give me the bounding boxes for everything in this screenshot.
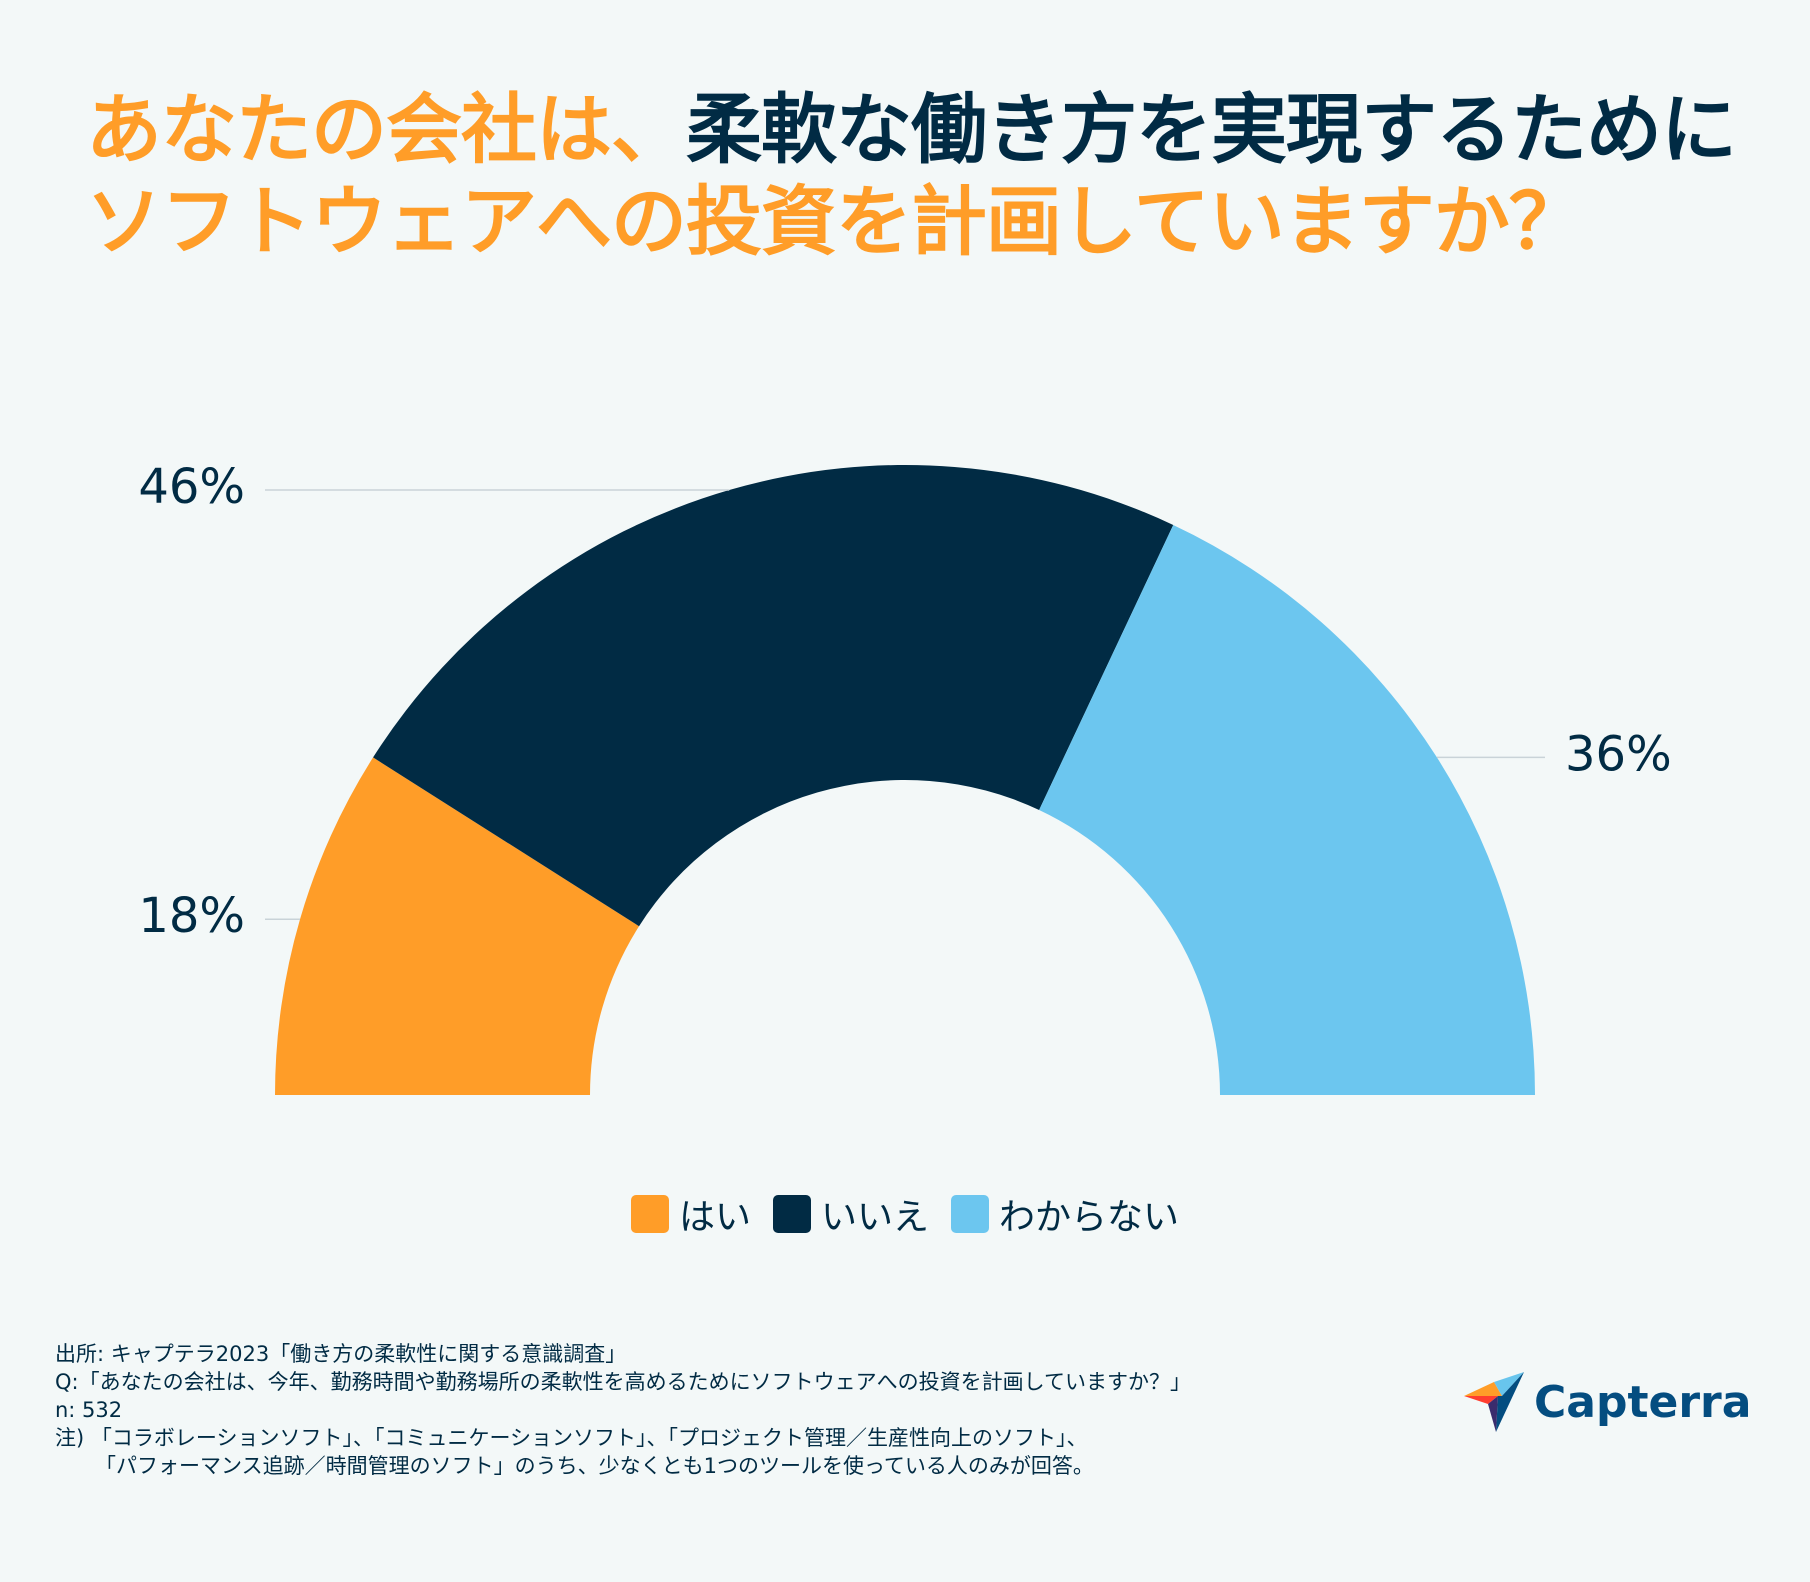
legend-item-no: いいえ xyxy=(772,1188,929,1240)
footnote-source: 出所: キャプテラ2023「働き方の柔軟性に関する意識調査」 xyxy=(55,1342,627,1366)
slice-yes xyxy=(275,757,640,1095)
footnote-sample-size: n: 532 xyxy=(55,1398,123,1422)
legend-item-yes: はい xyxy=(630,1188,751,1240)
chart-legend: はい いいえ わからない xyxy=(0,1188,1810,1240)
capterra-logo: Capterra xyxy=(1462,1370,1751,1434)
title-highlight: あなたの会社は、 xyxy=(86,85,687,174)
footnote-note-line-1: 注) 「コラボレーションソフト」、「コミュニケーションソフト」、「プロジェクト管… xyxy=(55,1426,1088,1450)
capterra-arrow-icon xyxy=(1464,1372,1524,1432)
legend-label-unknown: わからない xyxy=(999,1197,1180,1238)
logo-text: Capterra xyxy=(1534,1376,1752,1428)
value-label-unknown: 36% xyxy=(1565,726,1672,782)
chart-slices xyxy=(275,464,1535,1095)
legend-swatch-unknown xyxy=(951,1195,989,1233)
value-label-no: 46% xyxy=(138,459,245,515)
chart-value-labels: 18% 46% 36% xyxy=(138,459,1671,944)
title-main: 柔軟な働き方を実現するために xyxy=(686,85,1737,174)
legend-swatch-yes xyxy=(630,1195,669,1233)
title-line-2: ソフトウェアへの投資を計画していますか？ xyxy=(86,177,1585,266)
legend-label-no: いいえ xyxy=(820,1197,929,1238)
legend-item-unknown: わからない xyxy=(951,1188,1179,1240)
footnote-note-line-2: 「パフォーマンス追跡／時間管理のソフト」のうち、少なくとも1つのツールを使ってい… xyxy=(95,1454,1094,1478)
title-line-1: あなたの会社は、柔軟な働き方を実現するために xyxy=(86,80,1737,180)
footnotes: 出所: キャプテラ2023「働き方の柔軟性に関する意識調査」 Q:「あなたの会社… xyxy=(55,1340,1191,1480)
slice-no xyxy=(373,464,1174,927)
chart-leader-lines xyxy=(265,489,1545,920)
legend-label-yes: はい xyxy=(678,1197,751,1238)
legend-swatch-no xyxy=(772,1195,811,1233)
value-label-yes: 18% xyxy=(138,888,245,944)
footnote-question: Q:「あなたの会社は、今年、勤務時間や勤務場所の柔軟性を高めるためにソフトウェア… xyxy=(55,1370,1191,1394)
slice-unknown xyxy=(1039,524,1535,1095)
